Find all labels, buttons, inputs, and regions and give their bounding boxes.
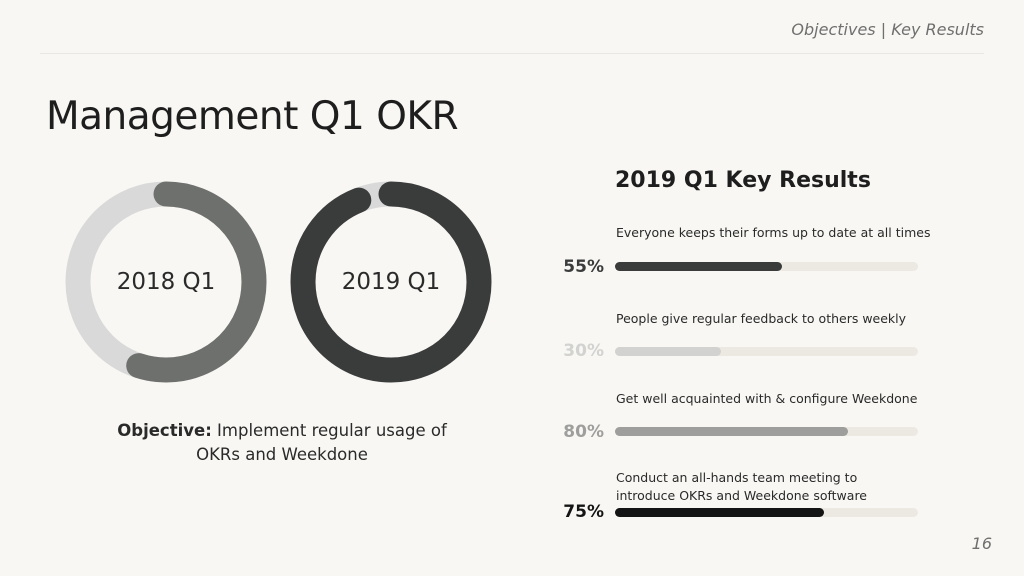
donut-2018-label: 2018 Q1: [116, 269, 216, 295]
objective-text: Implement regular usage of OKRs and Week…: [196, 421, 447, 464]
key-result-progress-track: [615, 347, 918, 356]
donut-2019-label: 2019 Q1: [341, 269, 441, 295]
key-result-progress-track: [615, 262, 918, 271]
donut-2018-q1: 2018 Q1: [64, 180, 268, 384]
key-result-progress-fill: [615, 427, 849, 436]
key-results-title: 2019 Q1 Key Results: [615, 168, 871, 193]
key-result-progress-fill: [615, 508, 825, 517]
donut-2018-progress-arc: [65, 181, 267, 383]
donut-2019-progress-arc: [290, 181, 492, 383]
objective-prefix: Objective:: [117, 421, 212, 440]
key-result-progress-fill: [615, 262, 782, 271]
key-result-percent: 80%: [563, 422, 604, 442]
key-result-text: People give regular feedback to others w…: [616, 311, 907, 326]
donut-2019-chart: [290, 181, 492, 383]
key-result-progress-track: [615, 427, 918, 436]
page-title: Management Q1 OKR: [46, 94, 459, 139]
key-result-percent: 55%: [563, 257, 604, 277]
key-result-percent: 75%: [563, 502, 604, 522]
key-result-text: Conduct an all-hands team meeting to int…: [616, 470, 867, 503]
key-result-percent: 30%: [563, 341, 604, 361]
objective-statement: Objective: Implement regular usage of OK…: [104, 419, 460, 467]
key-result-progress-track: [615, 508, 918, 517]
key-result-text: Get well acquainted with & configure Wee…: [616, 391, 918, 406]
donut-2018-chart: [65, 181, 267, 383]
donut-2019-q1: 2019 Q1: [289, 180, 493, 384]
header-divider: [40, 53, 984, 54]
key-result-text: Everyone keeps their forms up to date at…: [616, 225, 931, 240]
section-label: Objectives | Key Results: [791, 20, 984, 39]
page-number: 16: [971, 534, 992, 553]
key-result-progress-fill: [615, 347, 722, 356]
